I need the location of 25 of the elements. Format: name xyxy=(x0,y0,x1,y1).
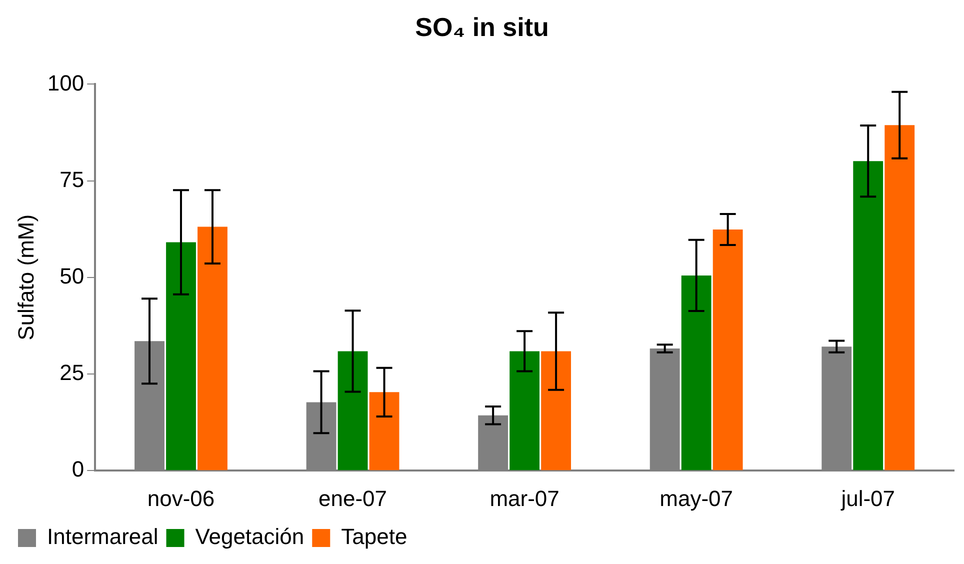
bar xyxy=(166,242,196,470)
bar xyxy=(541,351,572,470)
x-tick-label: jul-07 xyxy=(840,486,896,511)
bar xyxy=(369,392,400,470)
bar xyxy=(510,351,540,470)
bar xyxy=(853,161,884,470)
y-tick-label: 25 xyxy=(60,360,84,386)
y-tick-label: 0 xyxy=(72,456,84,482)
x-tick-label: may-07 xyxy=(660,486,734,511)
legend-label: Tapete xyxy=(341,524,408,550)
x-tick-label: nov-06 xyxy=(147,486,215,511)
y-axis-title: Sulfato (mM) xyxy=(13,214,38,340)
x-tick-label: mar-07 xyxy=(490,486,560,511)
bar xyxy=(712,229,743,470)
chart-title: SO₄ in situ xyxy=(415,12,549,42)
bar xyxy=(884,125,915,470)
y-tick-label: 75 xyxy=(60,166,84,192)
legend-label: Intermareal xyxy=(47,524,158,550)
y-tick-label: 50 xyxy=(60,263,84,288)
y-tick-label: 100 xyxy=(47,70,84,96)
x-tick-label: ene-07 xyxy=(318,486,388,511)
bar xyxy=(198,226,228,470)
legend-label: Vegetación xyxy=(195,524,304,550)
bar xyxy=(338,351,368,470)
bar xyxy=(681,275,712,470)
